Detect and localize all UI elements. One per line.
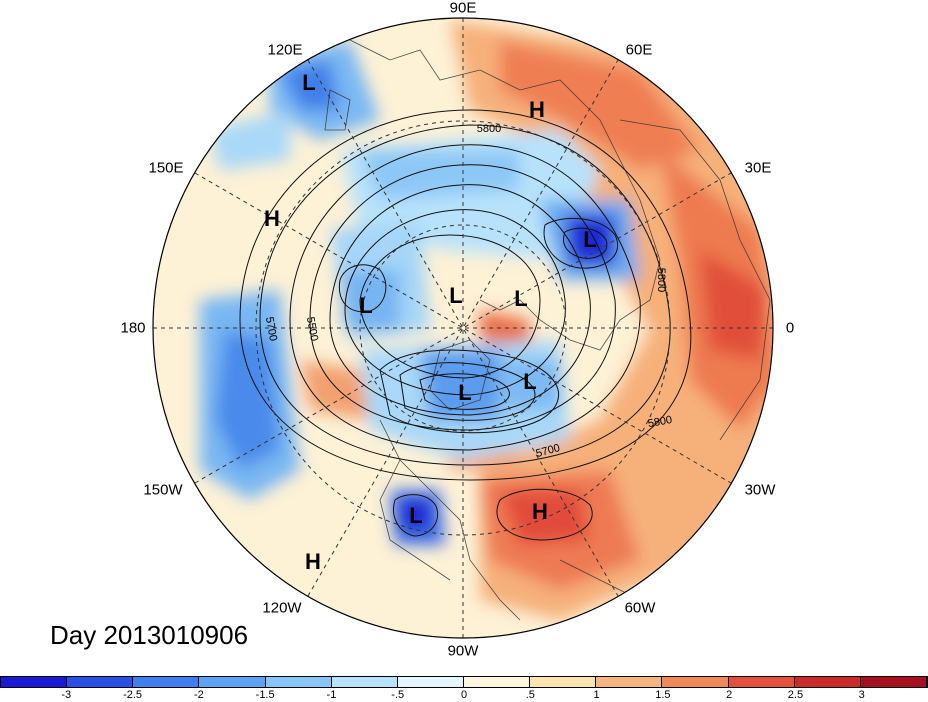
colorbar-swatch [860,677,927,687]
colorbar-tick-label: 3 [858,689,865,701]
colorbar-tick-label: -.5 [391,689,405,701]
high-center-marker: H [264,206,280,231]
colorbar-swatch [530,677,597,687]
lon-label-60w: 60W [624,599,656,617]
colorbar-tick-label: .5 [525,689,535,701]
lon-label-30w: 30W [744,481,776,499]
colorbar-swatch [794,677,861,687]
high-center-marker: H [532,499,548,524]
colorbar-tick-label: 1 [593,689,600,701]
map-title: Day 2013010906 [50,620,249,650]
colorbar-tick-label: 0 [460,689,468,701]
low-center-marker: L [359,293,373,318]
contour-label: 5800 [655,267,667,293]
colorbar-tick-label: -1.5 [255,689,275,701]
lon-label-90w: 90W [447,642,479,660]
low-center-marker: L [302,70,316,95]
colorbar-swatch [265,677,332,687]
high-center-marker: H [529,97,545,122]
colorbar-swatch [331,677,398,687]
lon-label-180: 180 [120,319,146,337]
lon-label-120w: 120W [262,599,302,617]
lon-label-120e: 120E [267,41,303,59]
lon-label-150e: 150E [148,159,184,177]
colorbar-swatch [1,677,68,687]
anomaly-field [153,18,773,638]
colorbar-swatch [463,677,531,687]
colorbar-swatch [728,677,795,687]
colorbar-tick-label: -2.5 [123,689,143,701]
lon-label-90e: 90E [449,0,477,17]
colorbar [0,676,928,688]
low-center-marker: L [458,380,472,405]
map-border [152,17,774,639]
graticule [153,18,773,638]
low-center-marker: L [449,283,463,308]
low-center-marker: L [583,227,597,252]
colorbar-swatch [596,677,663,687]
colorbar-swatch [662,677,729,687]
lon-label-60e: 60E [625,41,653,59]
lon-label-0: 0 [785,319,795,337]
low-center-marker: L [514,286,528,311]
high-center-marker: H [305,549,321,574]
lon-label-150w: 150W [143,481,183,499]
low-center-marker: L [409,503,423,528]
colorbar-tick-label: 2 [726,689,733,701]
colorbar-swatch [397,677,464,687]
colorbar-tick-label: -2 [193,689,204,701]
colorbar-swatch [199,677,266,687]
colorbar-tick-label: 2.5 [787,689,804,701]
contour-label: 5800 [476,123,502,135]
colorbar-swatch [133,677,200,687]
colorbar-tick-label: -3 [61,689,72,701]
low-center-marker: L [523,369,537,394]
colorbar-swatch [67,677,134,687]
colorbar-tick-label: 1.5 [655,689,671,701]
lon-label-30e: 30E [744,159,772,177]
colorbar-tick-label: -1 [326,689,337,701]
